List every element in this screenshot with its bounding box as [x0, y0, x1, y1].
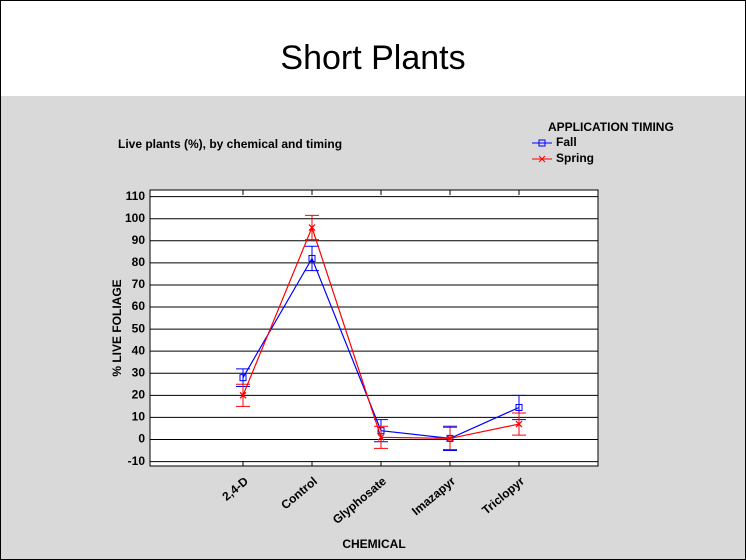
y-axis-label: % LIVE FOLIAGE	[110, 279, 124, 376]
legend-title: APPLICATION TIMING	[548, 120, 674, 134]
legend-marker	[538, 139, 546, 147]
marker	[239, 391, 247, 399]
x-axis-label: CHEMICAL	[342, 537, 405, 551]
y-tick-label: 70	[132, 277, 146, 291]
y-tick-label: 50	[132, 321, 146, 335]
y-tick-label: 80	[132, 255, 146, 269]
legend-marker	[538, 155, 546, 163]
marker	[308, 224, 316, 231]
y-tick-label: 40	[132, 343, 146, 357]
marker	[515, 420, 523, 428]
legend-label: Fall	[556, 135, 577, 149]
y-tick-label: 110	[126, 189, 146, 203]
legend-label: Spring	[556, 151, 594, 165]
y-tick-label: 100	[125, 211, 145, 225]
slide-title: Short Plants	[280, 39, 465, 77]
y-tick-label: -10	[128, 454, 146, 468]
y-tick-label: 90	[132, 233, 146, 247]
marker	[377, 433, 385, 441]
error-bar	[305, 245, 319, 272]
plot-area	[149, 189, 599, 467]
marker	[239, 374, 247, 382]
marker	[446, 434, 454, 442]
y-tick-label: 20	[132, 388, 146, 402]
y-tick-label: 10	[132, 410, 146, 424]
y-tick-label: 60	[132, 299, 146, 313]
y-tick-label: 30	[132, 365, 146, 379]
chart-title: Live plants (%), by chemical and timing	[118, 137, 342, 151]
y-tick-label: 0	[138, 432, 145, 446]
marker	[515, 403, 523, 411]
marker	[308, 254, 316, 262]
